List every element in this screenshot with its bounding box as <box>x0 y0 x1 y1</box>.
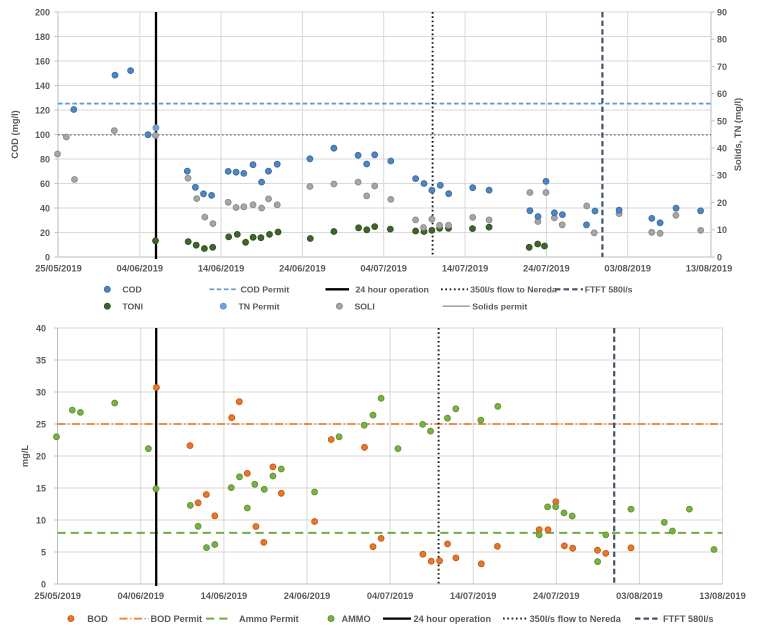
svg-text:10: 10 <box>717 225 727 235</box>
svg-text:180: 180 <box>35 32 50 42</box>
svg-text:AMMO: AMMO <box>342 614 371 624</box>
svg-text:04/06/2019: 04/06/2019 <box>118 591 165 601</box>
svg-text:Solids, TN (mg/l): Solids, TN (mg/l) <box>733 98 743 171</box>
svg-text:15: 15 <box>36 483 46 493</box>
svg-text:14/06/2019: 14/06/2019 <box>201 591 248 601</box>
svg-text:100: 100 <box>35 130 50 140</box>
svg-text:0: 0 <box>41 579 46 589</box>
svg-text:5: 5 <box>41 547 46 557</box>
svg-text:04/07/2019: 04/07/2019 <box>367 591 414 601</box>
svg-text:24/06/2019: 24/06/2019 <box>284 591 331 601</box>
svg-text:90: 90 <box>717 7 727 17</box>
svg-text:160: 160 <box>35 56 50 66</box>
svg-text:20: 20 <box>717 198 727 208</box>
svg-text:10: 10 <box>36 515 46 525</box>
svg-text:25/05/2019: 25/05/2019 <box>34 591 81 601</box>
svg-text:40: 40 <box>717 144 727 154</box>
svg-text:13/08/2019: 13/08/2019 <box>699 591 746 601</box>
svg-text:60: 60 <box>717 89 727 99</box>
svg-text:BOD: BOD <box>87 614 108 624</box>
svg-text:04/07/2019: 04/07/2019 <box>360 264 407 274</box>
svg-text:140: 140 <box>35 81 50 91</box>
svg-text:FTFT 580l/s: FTFT 580l/s <box>585 285 633 295</box>
svg-text:50: 50 <box>717 116 727 126</box>
svg-text:20: 20 <box>40 228 50 238</box>
svg-text:0: 0 <box>45 252 50 262</box>
svg-text:24/07/2019: 24/07/2019 <box>523 264 570 274</box>
svg-text:03/08/2019: 03/08/2019 <box>604 264 651 274</box>
svg-text:25: 25 <box>36 419 46 429</box>
svg-text:14/07/2019: 14/07/2019 <box>442 264 489 274</box>
svg-text:COD (mg/l): COD (mg/l) <box>10 110 20 159</box>
svg-text:40: 40 <box>40 203 50 213</box>
svg-text:COD Permit: COD Permit <box>241 285 290 295</box>
svg-text:Solids permit: Solids permit <box>472 301 527 311</box>
svg-text:03/08/2019: 03/08/2019 <box>616 591 663 601</box>
svg-text:04/06/2019: 04/06/2019 <box>117 264 164 274</box>
svg-text:BOD Permit: BOD Permit <box>151 614 203 624</box>
svg-text:60: 60 <box>40 179 50 189</box>
svg-text:COD: COD <box>122 285 141 295</box>
svg-text:25/05/2019: 25/05/2019 <box>35 264 82 274</box>
svg-text:80: 80 <box>717 35 727 45</box>
svg-text:Ammo Permit: Ammo Permit <box>239 614 299 624</box>
svg-text:350l/s flow to Nereda: 350l/s flow to Nereda <box>530 614 622 624</box>
svg-text:40: 40 <box>36 323 46 333</box>
svg-text:80: 80 <box>40 154 50 164</box>
svg-text:350l/s flow to Nereda: 350l/s flow to Nereda <box>470 285 557 295</box>
svg-text:30: 30 <box>36 387 46 397</box>
svg-text:24 hour operation: 24 hour operation <box>356 285 429 295</box>
svg-text:14/06/2019: 14/06/2019 <box>198 264 245 274</box>
svg-text:SOLI: SOLI <box>355 301 375 311</box>
svg-text:24/06/2019: 24/06/2019 <box>279 264 326 274</box>
svg-text:14/07/2019: 14/07/2019 <box>450 591 497 601</box>
svg-text:30: 30 <box>717 171 727 181</box>
svg-text:24/07/2019: 24/07/2019 <box>533 591 580 601</box>
svg-text:24 hour operation: 24 hour operation <box>414 614 492 624</box>
svg-text:0: 0 <box>717 252 722 262</box>
svg-text:TONI: TONI <box>122 301 143 311</box>
svg-text:mg/L: mg/L <box>20 445 30 468</box>
svg-text:20: 20 <box>36 451 46 461</box>
svg-text:35: 35 <box>36 355 46 365</box>
svg-text:200: 200 <box>35 7 50 17</box>
svg-text:70: 70 <box>717 62 727 72</box>
svg-text:13/08/2019: 13/08/2019 <box>686 264 733 274</box>
svg-text:FTFT 580l/s: FTFT 580l/s <box>663 614 714 624</box>
svg-text:120: 120 <box>35 105 50 115</box>
svg-text:TN Permit: TN Permit <box>239 301 280 311</box>
